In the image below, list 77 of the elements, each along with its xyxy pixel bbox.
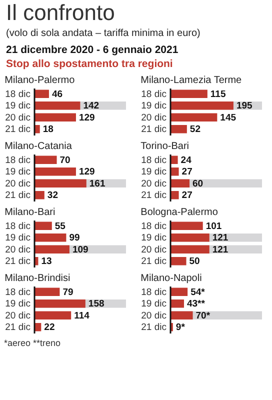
y-tick-label: 21 dic	[5, 256, 31, 268]
data-label: 54*	[190, 286, 206, 298]
y-tick-label: 21 dic	[5, 124, 31, 136]
y-tick-label: 20 dic	[141, 244, 167, 256]
data-label: 114	[74, 310, 90, 322]
y-tick-label: 18 dic	[5, 154, 31, 166]
text: 21 dicembre 2020 - 6 gennaio 2021	[6, 44, 178, 56]
data-label: 145	[220, 112, 237, 124]
chart-title: Milano-Bari	[4, 207, 56, 218]
y-tick-label: 18 dic	[5, 286, 31, 298]
y-tick-label: 18 dic	[141, 88, 167, 100]
chart-title: Milano-Napoli	[140, 273, 202, 284]
y-tick-label: 19 dic	[5, 298, 31, 310]
data-label: 27	[182, 190, 192, 202]
y-tick-label: 18 dic	[141, 220, 167, 232]
data-label: 161	[89, 178, 106, 190]
data-label: 13	[41, 256, 52, 268]
data-label: 195	[236, 100, 254, 112]
data-label: 52	[190, 124, 200, 136]
y-tick-label: 19 dic	[141, 166, 167, 178]
y-tick-label: 19 dic	[141, 232, 167, 244]
data-label: 55	[54, 220, 66, 232]
chart-title: Milano-Catania	[4, 141, 72, 152]
data-label: 9*	[176, 322, 186, 334]
chart-title: Torino-Bari	[140, 141, 190, 152]
y-tick-label: 21 dic	[141, 322, 167, 334]
y-tick-label: 20 dic	[5, 310, 31, 322]
data-label: 18	[42, 124, 54, 136]
data-label: 158	[88, 298, 104, 310]
y-tick-label: 21 dic	[141, 124, 167, 136]
y-tick-label: 18 dic	[5, 220, 31, 232]
data-label: 27	[182, 166, 192, 178]
data-label: 60	[192, 178, 204, 190]
data-label: 129	[78, 166, 95, 178]
y-tick-label: 19 dic	[5, 232, 31, 244]
y-tick-label: 20 dic	[141, 112, 167, 124]
data-label: 115	[210, 88, 226, 100]
data-label: 101	[206, 220, 222, 232]
y-tick-label: 19 dic	[5, 100, 31, 112]
y-tick-label: 20 dic	[5, 178, 31, 190]
y-tick-label: 21 dic	[141, 256, 167, 268]
text: Il confronto	[6, 0, 115, 25]
text: (volo di sola andata – tariffa minima in euro)	[6, 28, 200, 39]
data-label: 22	[44, 322, 55, 334]
data-label: 50	[189, 256, 200, 268]
data-label: 70	[60, 154, 70, 166]
y-tick-label: 21 dic	[5, 190, 31, 202]
text: Stop allo spostamento tra regioni	[6, 58, 173, 70]
y-tick-label: 21 dic	[141, 190, 167, 202]
data-label: 46	[52, 88, 63, 100]
y-tick-label: 18 dic	[141, 154, 167, 166]
data-label: 43**	[186, 298, 206, 310]
data-label: 24	[180, 154, 192, 166]
data-label: 121	[212, 232, 229, 244]
chart-title: Milano-Lamezia Terme	[140, 75, 242, 86]
y-tick-label: 19 dic	[141, 100, 167, 112]
text: *aereo **treno	[3, 337, 62, 349]
y-tick-label: 21 dic	[5, 322, 31, 334]
data-label: 129	[78, 112, 95, 124]
y-tick-label: 20 dic	[5, 244, 31, 256]
chart-title: Milano-Brindisi	[4, 273, 70, 284]
y-tick-label: 20 dic	[141, 310, 167, 322]
data-label: 32	[47, 190, 58, 202]
chart-title: Bologna-Palermo	[140, 207, 218, 218]
data-label: 79	[62, 286, 74, 298]
data-label: 99	[69, 232, 80, 244]
y-tick-label: 19 dic	[5, 166, 31, 178]
y-tick-label: 19 dic	[141, 298, 167, 310]
data-label: 70*	[196, 310, 210, 322]
data-label: 142	[83, 100, 100, 112]
chart-title: Milano-Palermo	[4, 75, 76, 86]
data-label: 109	[72, 244, 88, 256]
y-tick-label: 18 dic	[5, 88, 31, 100]
y-tick-label: 20 dic	[141, 178, 167, 190]
y-tick-label: 20 dic	[5, 112, 31, 124]
y-tick-label: 18 dic	[141, 286, 167, 298]
data-label: 121	[212, 244, 229, 256]
